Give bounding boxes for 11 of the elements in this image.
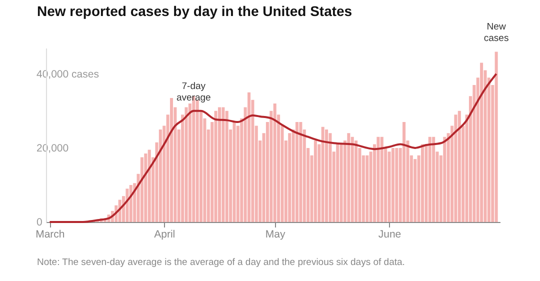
y-tick-label: 0 [36,216,42,228]
x-tick-label: March [36,228,65,240]
x-tick-label: April [154,228,176,240]
y-tick-label: 20,000 [36,142,69,154]
text: Note: The seven-day average is the average of a day and the previous six days of data. [37,257,405,268]
y-tick-label: 40,000 cases [36,68,99,80]
x-tick-label: May [265,228,286,240]
chart-title: New reported cases by day in the United States [37,3,352,19]
annotation: 7-day average [176,80,211,104]
annotation: New cases [484,22,509,44]
x-tick-label: June [378,228,402,240]
